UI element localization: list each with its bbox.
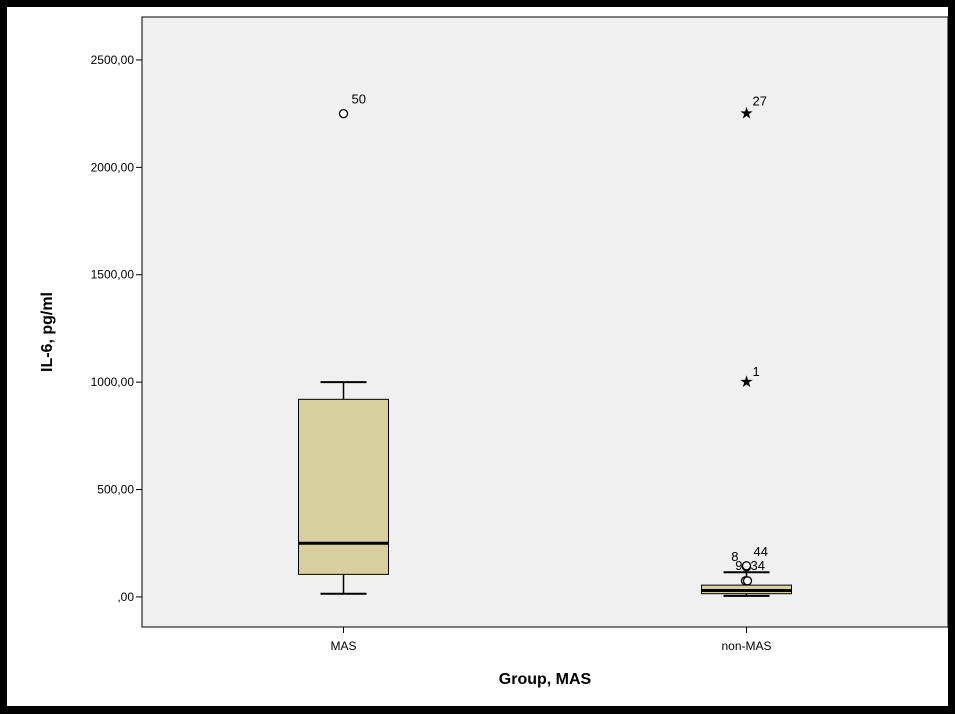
- x-tick-label: MAS: [330, 639, 356, 653]
- y-tick-label: 1000,00: [91, 375, 135, 389]
- y-tick-label: 2000,00: [91, 160, 135, 174]
- box-mas: 50: [298, 92, 389, 595]
- x-tick-label: non-MAS: [721, 639, 771, 653]
- box-non-mas: 8 449 34★1★27: [701, 94, 792, 597]
- outlier-label: 44: [754, 544, 768, 559]
- outlier-label: 27: [753, 94, 767, 109]
- box-iqr: [298, 398, 389, 575]
- outlier-label: 8: [731, 549, 738, 564]
- outlier-label: 34: [751, 558, 765, 573]
- x-axis-label: Group, MAS: [499, 671, 592, 688]
- outlier-star: ★: [739, 106, 753, 123]
- outlier-label: 50: [352, 92, 366, 107]
- outlier-star: ★: [739, 374, 753, 391]
- plot-area: [141, 16, 949, 628]
- outlier-label: 1: [753, 364, 760, 379]
- y-tick-label: ,00: [117, 590, 134, 604]
- y-axis-label: IL-6, pg/ml: [39, 292, 56, 372]
- y-tick-label: 1500,00: [91, 268, 135, 282]
- outlier-circle: [741, 561, 752, 571]
- y-axis: ,00 500,00 1000,00 1500,00 2000,00 2500,00: [91, 53, 142, 604]
- y-tick-label: 2500,00: [91, 53, 135, 67]
- outlier-label: 9: [735, 558, 742, 573]
- x-axis: MAS non-MAS: [330, 627, 772, 653]
- y-tick-label: 500,00: [97, 483, 134, 497]
- boxes: 508 449 34★1★27: [298, 92, 792, 597]
- outlier-circle: [742, 576, 753, 586]
- outlier-circle: [338, 109, 349, 119]
